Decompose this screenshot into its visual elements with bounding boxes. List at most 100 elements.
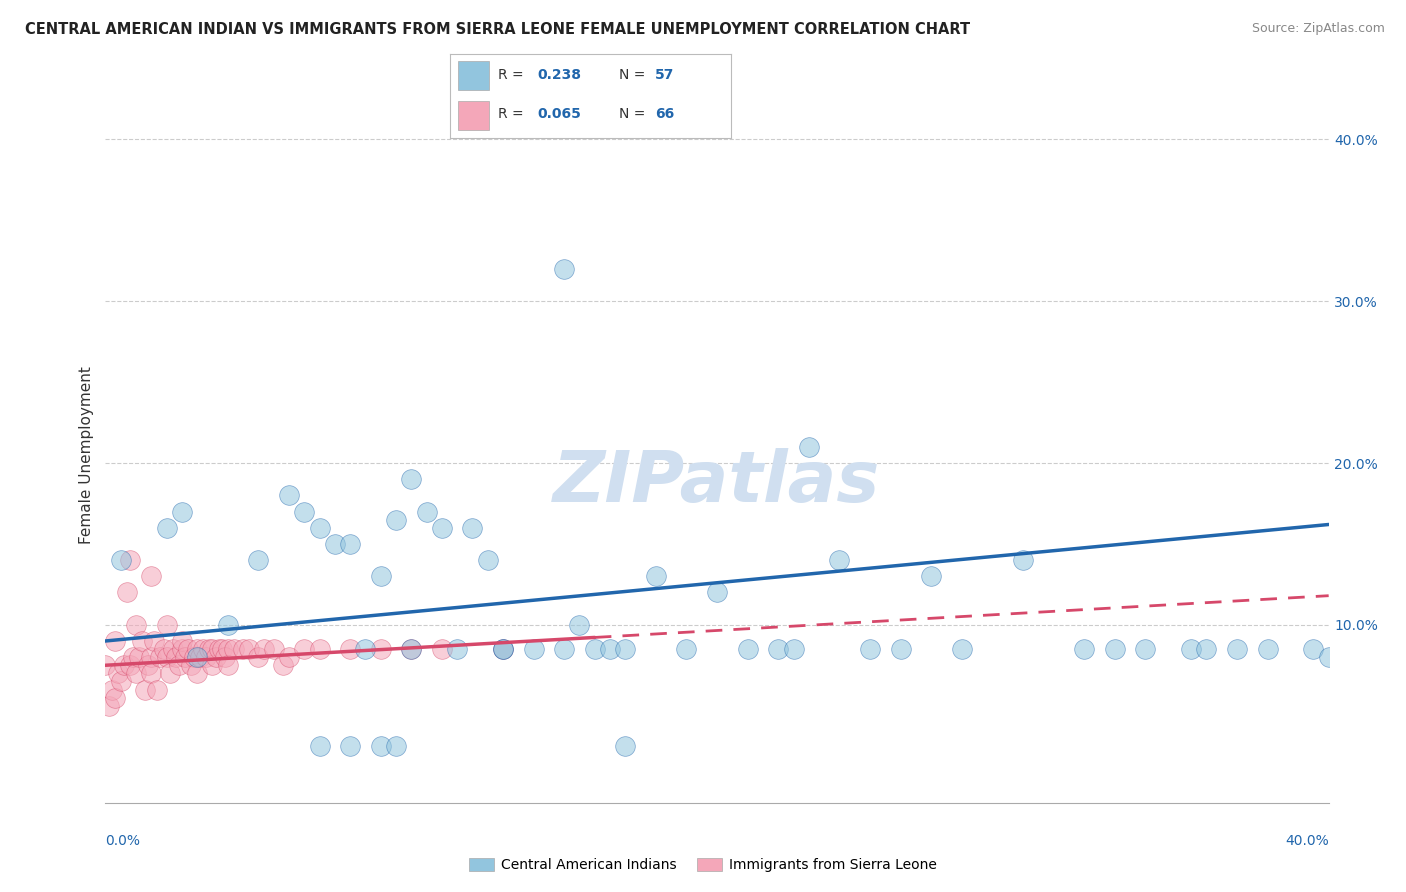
Point: [430, 521, 453, 535]
Point: [401, 642, 423, 657]
Point: [553, 261, 575, 276]
Point: [1011, 553, 1033, 567]
Y-axis label: Female Unemployment: Female Unemployment: [79, 366, 94, 544]
Text: 0.238: 0.238: [537, 68, 581, 82]
Point: [131, 634, 153, 648]
Point: [188, 650, 211, 665]
Point: [207, 642, 229, 657]
Point: [950, 642, 973, 657]
Point: [1073, 642, 1095, 657]
Point: [232, 642, 254, 657]
Bar: [458, 62, 489, 90]
Text: 40.0%: 40.0%: [1285, 834, 1329, 848]
Point: [186, 666, 208, 681]
Point: [339, 642, 361, 657]
Point: [461, 521, 484, 535]
Legend: Central American Indians, Immigrants from Sierra Leone: Central American Indians, Immigrants fro…: [464, 853, 942, 878]
Point: [339, 537, 361, 551]
Point: [797, 440, 820, 454]
Point: [193, 642, 215, 657]
Point: [125, 666, 148, 681]
Point: [170, 642, 193, 657]
Text: N =: N =: [619, 107, 645, 121]
Point: [211, 642, 233, 657]
Point: [370, 739, 392, 754]
Point: [385, 739, 408, 754]
Point: [214, 650, 236, 665]
Point: [292, 504, 315, 518]
Point: [134, 682, 156, 697]
Point: [162, 642, 184, 657]
Point: [195, 650, 218, 665]
Bar: [458, 101, 489, 130]
Point: [201, 658, 224, 673]
Point: [278, 650, 301, 665]
Point: [112, 658, 135, 673]
Point: [308, 642, 330, 657]
Point: [492, 642, 515, 657]
Text: R =: R =: [498, 107, 523, 121]
Point: [568, 617, 591, 632]
Point: [141, 569, 163, 583]
Point: [553, 642, 575, 657]
Point: [737, 642, 759, 657]
Text: 0.0%: 0.0%: [105, 834, 141, 848]
Point: [222, 642, 245, 657]
Point: [183, 650, 205, 665]
Point: [201, 642, 224, 657]
Point: [308, 521, 330, 535]
Point: [152, 642, 174, 657]
Point: [828, 553, 851, 567]
Text: 57: 57: [655, 68, 675, 82]
Point: [1180, 642, 1202, 657]
Point: [204, 650, 226, 665]
Point: [110, 553, 132, 567]
Point: [97, 698, 120, 713]
Point: [155, 521, 177, 535]
Point: [1133, 642, 1156, 657]
Point: [198, 642, 221, 657]
Point: [149, 650, 172, 665]
Point: [292, 642, 315, 657]
Point: [1226, 642, 1249, 657]
Point: [339, 739, 361, 754]
Point: [118, 658, 141, 673]
Point: [1302, 642, 1324, 657]
Point: [430, 642, 453, 657]
Point: [308, 739, 330, 754]
Point: [177, 642, 200, 657]
Point: [492, 642, 515, 657]
Point: [889, 642, 911, 657]
Point: [110, 674, 132, 689]
Point: [370, 642, 392, 657]
Point: [122, 650, 145, 665]
Point: [94, 658, 117, 673]
Point: [118, 553, 141, 567]
Point: [174, 650, 197, 665]
Point: [217, 642, 239, 657]
Point: [238, 642, 260, 657]
Point: [104, 690, 127, 705]
Text: 0.065: 0.065: [537, 107, 581, 121]
Point: [644, 569, 666, 583]
Point: [167, 658, 190, 673]
Point: [141, 650, 163, 665]
Point: [523, 642, 546, 657]
Point: [370, 569, 392, 583]
Point: [1104, 642, 1126, 657]
Point: [186, 642, 208, 657]
Point: [146, 682, 169, 697]
Point: [155, 617, 177, 632]
Point: [1256, 642, 1278, 657]
Point: [920, 569, 942, 583]
Point: [782, 642, 804, 657]
Point: [1195, 642, 1218, 657]
Point: [1317, 650, 1340, 665]
Point: [706, 585, 728, 599]
Point: [415, 504, 437, 518]
Text: R =: R =: [498, 68, 523, 82]
Text: CENTRAL AMERICAN INDIAN VS IMMIGRANTS FROM SIERRA LEONE FEMALE UNEMPLOYMENT CORR: CENTRAL AMERICAN INDIAN VS IMMIGRANTS FR…: [25, 22, 970, 37]
Point: [186, 650, 208, 665]
Point: [859, 642, 882, 657]
Point: [247, 650, 270, 665]
